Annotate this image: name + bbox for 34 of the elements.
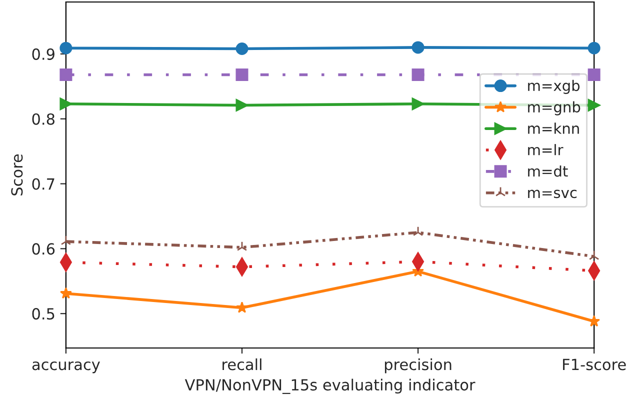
point [588,250,600,260]
legend-label: m=gnb [528,101,580,116]
point [588,98,600,112]
y-axis-title: Score [11,154,23,196]
x-tick-label: F1-score [563,358,626,370]
y-tick-label: 0.5 [32,308,54,320]
point [236,68,248,81]
y-tick-label: 0.8 [32,113,54,125]
legend-label: m=knn [528,122,579,134]
point [412,41,424,54]
y-tick-label: 0.9 [32,48,54,60]
point [60,42,72,54]
legend-label: m=dt [528,165,568,177]
point [236,42,248,55]
point [412,98,424,110]
x-tick-label: accuracy [32,361,100,374]
point [60,235,72,246]
point [588,42,600,54]
y-tick-label: 0.6 [32,243,55,255]
point [60,287,72,299]
legend-label: m=svc [528,190,577,198]
point [236,302,248,313]
point [60,68,72,81]
legend-label: m=xgb [528,80,580,94]
point [412,226,424,236]
x-tick-label: precision [384,358,452,374]
point [412,68,424,81]
point [60,98,72,110]
legend-label: m=lr [528,144,564,156]
point [588,68,600,81]
y-tick-label: 0.7 [32,178,54,190]
x-tick-label: recall [222,358,262,370]
x-axis-title: VPN/NonVPN_15s evaluating indicator [184,378,476,394]
point [236,241,248,251]
